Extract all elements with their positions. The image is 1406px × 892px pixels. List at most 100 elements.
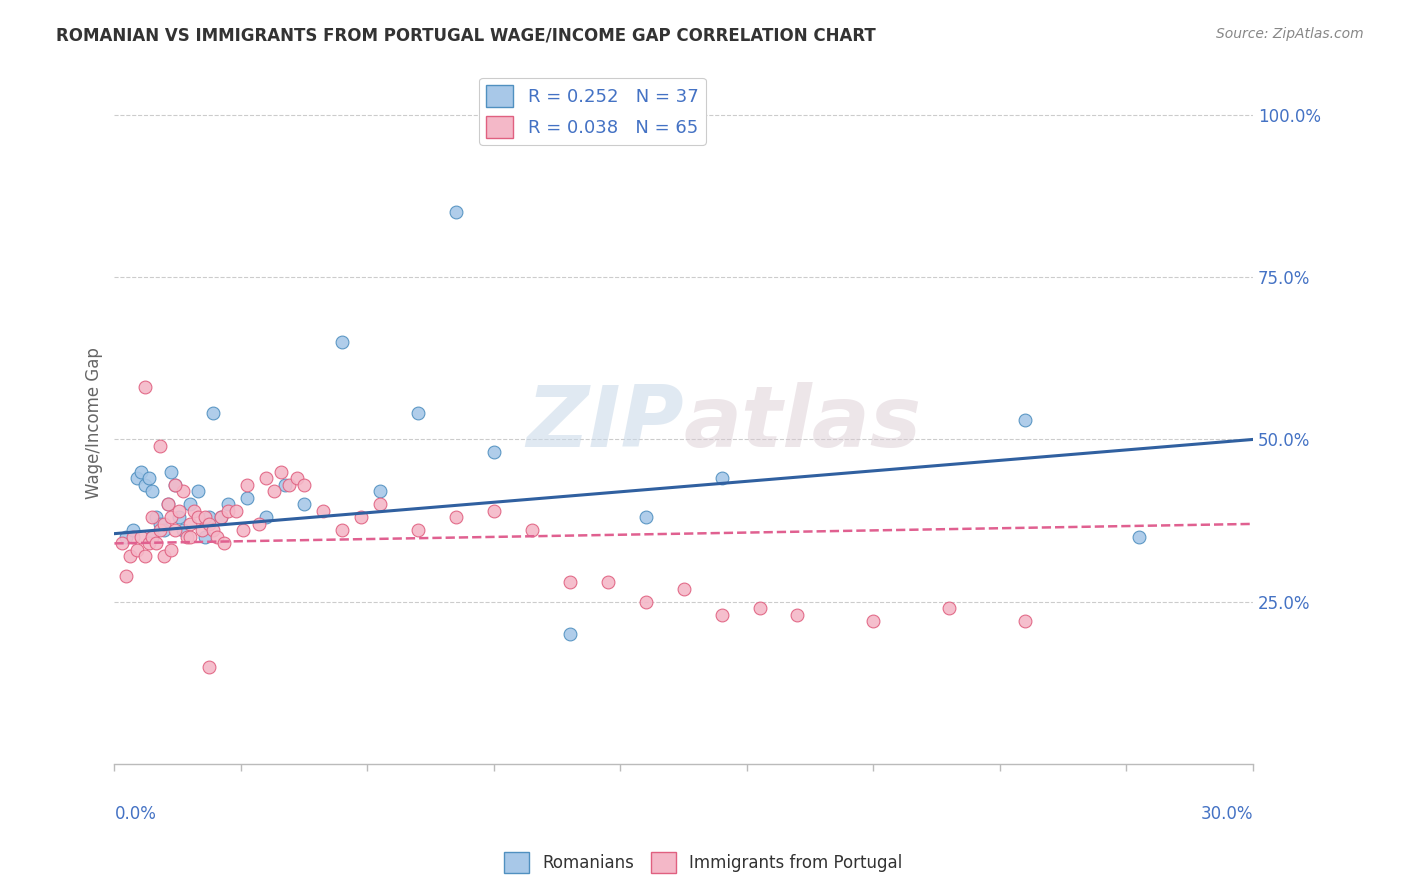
Point	[312, 504, 335, 518]
Point	[368, 497, 391, 511]
Point	[167, 510, 190, 524]
Point	[209, 510, 232, 524]
Point	[270, 465, 292, 479]
Point	[198, 516, 221, 531]
Point	[122, 524, 145, 538]
Point	[138, 536, 160, 550]
Point	[558, 575, 581, 590]
Point	[138, 471, 160, 485]
Text: Source: ZipAtlas.com: Source: ZipAtlas.com	[1216, 27, 1364, 41]
Point	[118, 549, 141, 564]
Point	[183, 504, 205, 518]
Point	[160, 465, 183, 479]
Point	[141, 484, 163, 499]
Point	[274, 478, 297, 492]
Y-axis label: Wage/Income Gap: Wage/Income Gap	[86, 347, 103, 500]
Point	[141, 530, 163, 544]
Point	[202, 524, 225, 538]
Point	[278, 478, 301, 492]
Point	[141, 510, 163, 524]
Point	[194, 530, 217, 544]
Point	[748, 601, 770, 615]
Point	[198, 660, 221, 674]
Point	[209, 510, 232, 524]
Point	[160, 542, 183, 557]
Point	[1128, 530, 1150, 544]
Point	[141, 530, 163, 544]
Point	[129, 465, 152, 479]
Point	[152, 549, 174, 564]
Point	[134, 478, 156, 492]
Point	[172, 524, 194, 538]
Point	[263, 484, 285, 499]
Point	[165, 524, 187, 538]
Point	[482, 445, 505, 459]
Point	[145, 536, 167, 550]
Point	[254, 510, 277, 524]
Point	[187, 484, 209, 499]
Legend: R = 0.252   N = 37, R = 0.038   N = 65: R = 0.252 N = 37, R = 0.038 N = 65	[479, 78, 706, 145]
Point	[1014, 413, 1036, 427]
Point	[634, 510, 657, 524]
Point	[134, 549, 156, 564]
Point	[172, 484, 194, 499]
Point	[292, 497, 315, 511]
Point	[232, 524, 254, 538]
Point	[129, 530, 152, 544]
Point	[187, 510, 209, 524]
Point	[176, 530, 198, 544]
Point	[330, 334, 353, 349]
Point	[114, 530, 136, 544]
Point	[1014, 615, 1036, 629]
Text: 0.0%: 0.0%	[114, 805, 156, 823]
Text: ROMANIAN VS IMMIGRANTS FROM PORTUGAL WAGE/INCOME GAP CORRELATION CHART: ROMANIAN VS IMMIGRANTS FROM PORTUGAL WAG…	[56, 27, 876, 45]
Point	[634, 595, 657, 609]
Point	[786, 607, 808, 622]
Point	[214, 536, 236, 550]
Point	[482, 504, 505, 518]
Point	[160, 510, 183, 524]
Point	[156, 497, 179, 511]
Text: ZIP: ZIP	[526, 382, 683, 465]
Point	[368, 484, 391, 499]
Point	[152, 516, 174, 531]
Point	[114, 569, 136, 583]
Point	[520, 524, 543, 538]
Point	[236, 491, 259, 505]
Point	[156, 497, 179, 511]
Point	[292, 478, 315, 492]
Text: atlas: atlas	[683, 382, 922, 465]
Point	[672, 582, 695, 596]
Point	[710, 471, 733, 485]
Point	[134, 380, 156, 394]
Point	[198, 510, 221, 524]
Point	[190, 524, 212, 538]
Point	[145, 510, 167, 524]
Point	[406, 524, 429, 538]
Point	[111, 536, 134, 550]
Point	[167, 504, 190, 518]
Point	[127, 542, 149, 557]
Point	[254, 471, 277, 485]
Point	[205, 530, 228, 544]
Point	[194, 510, 217, 524]
Point	[236, 478, 259, 492]
Point	[127, 471, 149, 485]
Point	[350, 510, 373, 524]
Point	[149, 439, 172, 453]
Legend: Romanians, Immigrants from Portugal: Romanians, Immigrants from Portugal	[498, 846, 908, 880]
Point	[406, 407, 429, 421]
Point	[202, 407, 225, 421]
Point	[330, 524, 353, 538]
Point	[444, 205, 467, 219]
Point	[217, 504, 239, 518]
Point	[247, 516, 270, 531]
Point	[444, 510, 467, 524]
Point	[149, 516, 172, 531]
Point	[225, 504, 247, 518]
Point	[862, 615, 884, 629]
Point	[596, 575, 619, 590]
Point	[179, 530, 201, 544]
Point	[152, 524, 174, 538]
Point	[285, 471, 308, 485]
